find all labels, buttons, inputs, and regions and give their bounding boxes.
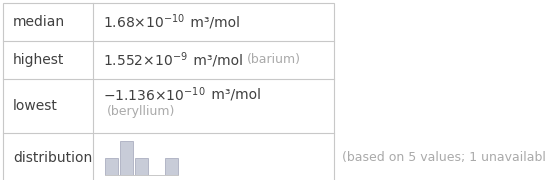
Text: median: median xyxy=(13,15,65,29)
Bar xyxy=(135,158,148,175)
Text: (based on 5 values; 1 unavailable): (based on 5 values; 1 unavailable) xyxy=(342,152,546,165)
Text: (beryllium): (beryllium) xyxy=(107,105,175,118)
Text: $1.552{\times}10^{-9}$: $1.552{\times}10^{-9}$ xyxy=(103,51,188,69)
Text: m³/mol: m³/mol xyxy=(186,15,240,29)
Bar xyxy=(105,158,118,175)
Bar xyxy=(165,158,178,175)
Text: m³/mol: m³/mol xyxy=(206,88,260,102)
Bar xyxy=(3,3,334,180)
Text: (barium): (barium) xyxy=(247,53,301,66)
Bar xyxy=(120,141,133,175)
Text: $1.68{\times}10^{-10}$: $1.68{\times}10^{-10}$ xyxy=(103,13,185,31)
Text: m³/mol: m³/mol xyxy=(189,53,243,67)
Text: lowest: lowest xyxy=(13,99,58,113)
Text: distribution: distribution xyxy=(13,151,92,165)
Text: $-1.136{\times}10^{-10}$: $-1.136{\times}10^{-10}$ xyxy=(103,86,206,104)
Text: highest: highest xyxy=(13,53,64,67)
